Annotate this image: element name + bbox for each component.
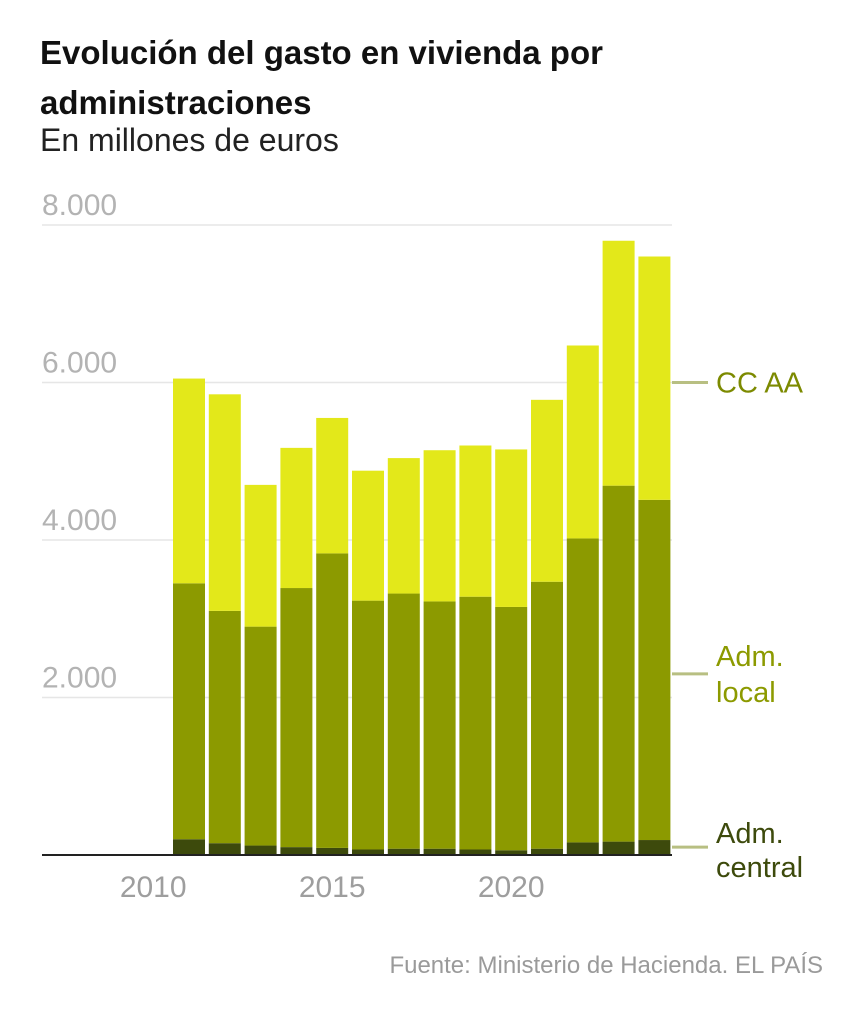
bar-segment-local-2018 bbox=[423, 601, 456, 849]
bar-segment-local-2011 bbox=[173, 583, 205, 840]
legend-adm-central-label: Adm. bbox=[716, 818, 784, 850]
bar-segment-ccaa-2022 bbox=[566, 345, 599, 539]
stacked-bar-chart: 8.000 6.000 4.000 2.000 2010 2015 2020 CC AA Ad… bbox=[42, 189, 804, 904]
bar-segment-local-2023 bbox=[602, 485, 635, 842]
bar-segment-local-2016 bbox=[352, 600, 384, 850]
bar-segment-local-2013 bbox=[244, 626, 277, 846]
bar-segment-local-2014 bbox=[280, 588, 313, 848]
bar-segment-local-2017 bbox=[387, 593, 420, 849]
y-tick-label: 8.000 bbox=[42, 189, 117, 222]
bar-segment-central-2016 bbox=[352, 849, 384, 855]
bar-segment-ccaa-2011 bbox=[173, 378, 205, 584]
bar-segment-local-2015 bbox=[316, 553, 349, 848]
bar-segment-ccaa-2013 bbox=[244, 484, 277, 627]
bar-segment-local-2024 bbox=[638, 499, 671, 841]
bar-segment-central-2013 bbox=[244, 845, 277, 855]
bar-segment-local-2012 bbox=[208, 610, 241, 844]
bar-segment-ccaa-2019 bbox=[459, 445, 492, 597]
bar-segment-ccaa-2017 bbox=[387, 458, 420, 594]
y-tick-label: 6.000 bbox=[42, 347, 117, 380]
y-tick-label: 2.000 bbox=[42, 662, 117, 695]
chart-subtitle: En millones de euros bbox=[40, 122, 339, 158]
bar-segment-ccaa-2018 bbox=[423, 450, 456, 602]
bar-segment-ccaa-2020 bbox=[495, 449, 528, 607]
x-tick-label: 2020 bbox=[478, 871, 545, 904]
bar-segment-ccaa-2023 bbox=[602, 240, 635, 486]
bar-segment-local-2021 bbox=[531, 581, 563, 849]
bar-segment-central-2018 bbox=[423, 848, 456, 855]
bar-segment-ccaa-2021 bbox=[531, 399, 563, 582]
x-tick-label: 2015 bbox=[299, 871, 366, 904]
legend-adm-central-label: central bbox=[716, 852, 803, 884]
chart-title: Evolución del gasto en vivienda por admi… bbox=[40, 34, 603, 121]
bar-segment-ccaa-2014 bbox=[280, 447, 313, 589]
bar-segment-central-2020 bbox=[495, 850, 528, 855]
bar-segment-central-2022 bbox=[566, 842, 599, 855]
bar-segment-ccaa-2012 bbox=[208, 394, 241, 611]
bar-segment-ccaa-2016 bbox=[352, 470, 384, 601]
legend-adm-local-label: Adm. bbox=[716, 641, 784, 673]
bar-segment-central-2017 bbox=[387, 848, 420, 855]
source-note: Fuente: Ministerio de Hacienda. EL PAÍS bbox=[389, 952, 823, 979]
bar-segment-local-2020 bbox=[495, 606, 528, 851]
bar-segment-central-2014 bbox=[280, 847, 313, 855]
x-tick-label: 2010 bbox=[120, 871, 187, 904]
bar-segment-central-2024 bbox=[638, 840, 671, 855]
bar-segment-central-2023 bbox=[602, 841, 635, 855]
bar-segment-local-2022 bbox=[566, 538, 599, 843]
bar-segment-central-2021 bbox=[531, 848, 563, 855]
bar-segment-central-2019 bbox=[459, 849, 492, 855]
bar-segment-ccaa-2024 bbox=[638, 256, 671, 500]
bar-segment-central-2015 bbox=[316, 847, 349, 855]
bar-segment-central-2011 bbox=[173, 839, 205, 855]
bar-segment-ccaa-2015 bbox=[316, 417, 349, 554]
bar-segment-central-2012 bbox=[208, 843, 241, 855]
y-tick-label: 4.000 bbox=[42, 504, 117, 537]
legend-adm-local-label: local bbox=[716, 677, 776, 709]
legend-ccaa-label: CC AA bbox=[716, 368, 804, 400]
bar-segment-local-2019 bbox=[459, 596, 492, 850]
